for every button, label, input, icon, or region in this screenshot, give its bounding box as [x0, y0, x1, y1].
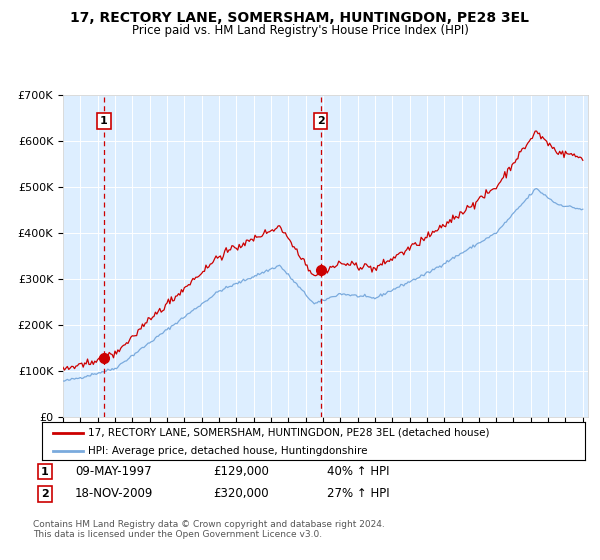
Text: £129,000: £129,000 — [213, 465, 269, 478]
Text: 2: 2 — [41, 489, 49, 499]
Text: £320,000: £320,000 — [213, 487, 269, 501]
Text: 17, RECTORY LANE, SOMERSHAM, HUNTINGDON, PE28 3EL (detached house): 17, RECTORY LANE, SOMERSHAM, HUNTINGDON,… — [88, 427, 490, 437]
Text: 40% ↑ HPI: 40% ↑ HPI — [327, 465, 389, 478]
Text: Price paid vs. HM Land Registry's House Price Index (HPI): Price paid vs. HM Land Registry's House … — [131, 24, 469, 36]
Text: 1: 1 — [100, 116, 108, 126]
Text: 2: 2 — [317, 116, 325, 126]
Text: 1: 1 — [41, 466, 49, 477]
Text: 27% ↑ HPI: 27% ↑ HPI — [327, 487, 389, 501]
Text: 09-MAY-1997: 09-MAY-1997 — [75, 465, 152, 478]
Text: 17, RECTORY LANE, SOMERSHAM, HUNTINGDON, PE28 3EL: 17, RECTORY LANE, SOMERSHAM, HUNTINGDON,… — [71, 11, 530, 25]
Text: HPI: Average price, detached house, Huntingdonshire: HPI: Average price, detached house, Hunt… — [88, 446, 368, 456]
Text: Contains HM Land Registry data © Crown copyright and database right 2024.
This d: Contains HM Land Registry data © Crown c… — [33, 520, 385, 539]
Text: 18-NOV-2009: 18-NOV-2009 — [75, 487, 154, 501]
